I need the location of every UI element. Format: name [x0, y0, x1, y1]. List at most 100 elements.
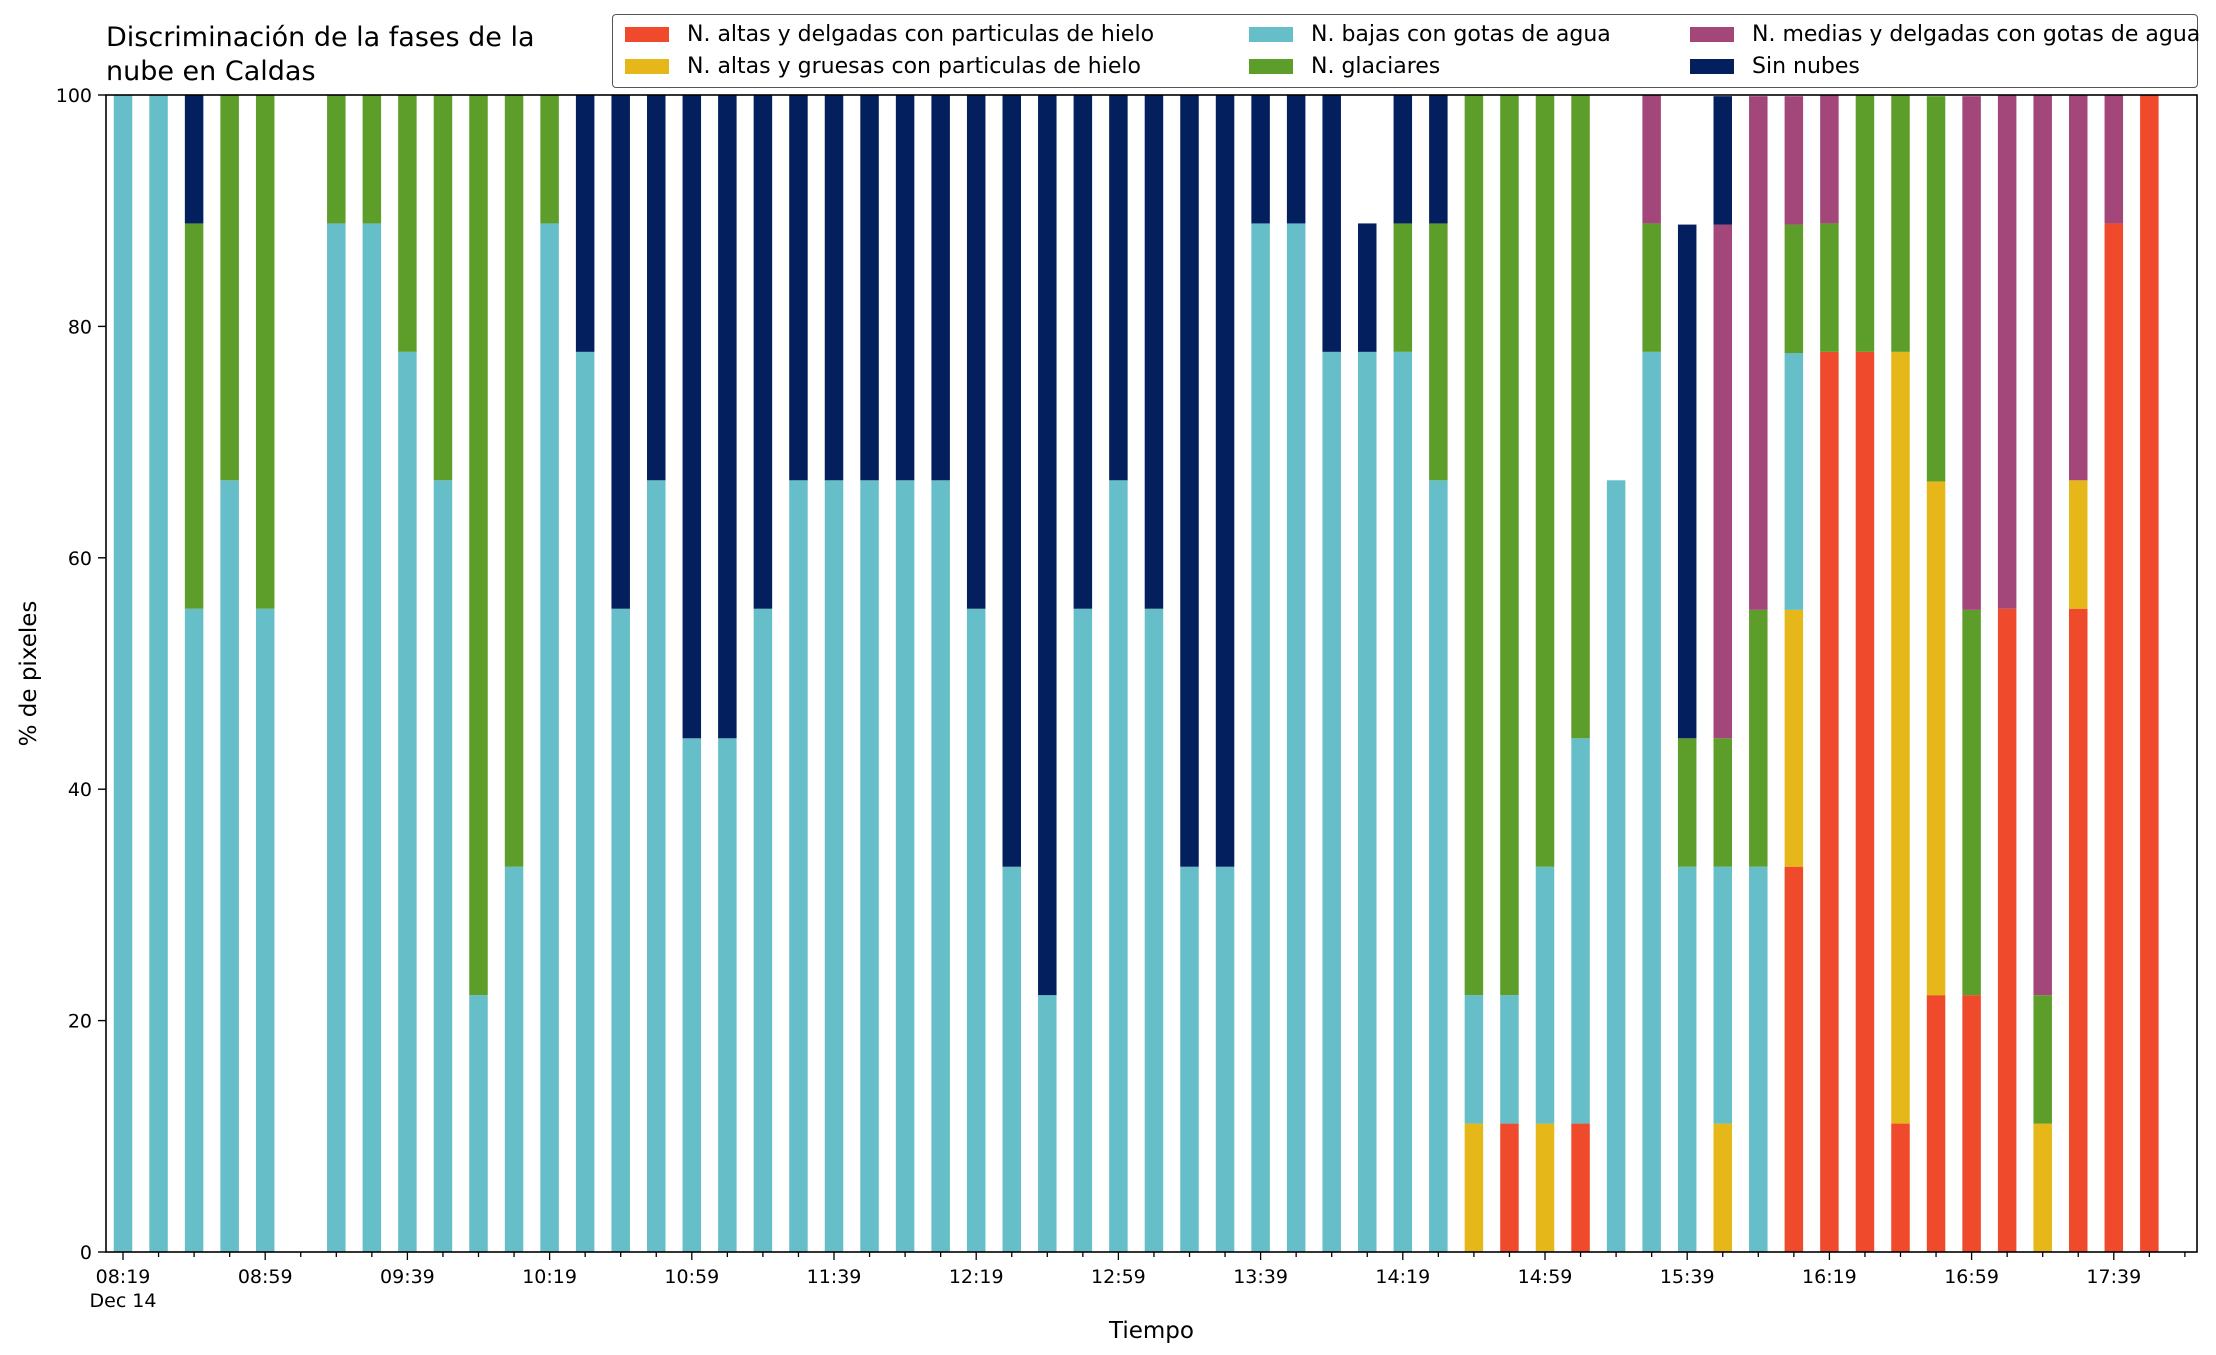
- y-tick-label: 100: [56, 85, 92, 107]
- legend-item: N. altas y delgadas con particulas de hi…: [625, 19, 1154, 49]
- bar-segment: [611, 95, 630, 609]
- bar-segment: [824, 95, 844, 481]
- bar-segment: [1962, 96, 1981, 610]
- bar-segment: [1535, 1123, 1555, 1252]
- x-tick-label: 11:39: [807, 1266, 862, 1288]
- bar-segment: [1713, 1123, 1732, 1252]
- bar-segment: [1500, 1123, 1519, 1252]
- bar-segment: [1500, 95, 1519, 996]
- bar-segment: [1038, 95, 1057, 996]
- bar-segment: [1038, 995, 1057, 1252]
- legend-item: N. glaciares: [1249, 51, 1440, 81]
- bar-segment: [2104, 95, 2124, 224]
- bar-segment: [1677, 224, 1697, 739]
- bar-segment: [966, 95, 986, 609]
- bar-segment: [1855, 95, 1875, 352]
- y-tick-label: 80: [68, 316, 92, 338]
- bar-segment: [1713, 96, 1732, 225]
- bar-segment: [540, 223, 559, 1253]
- bar-segment: [1571, 95, 1590, 739]
- bar-segment: [1144, 95, 1164, 609]
- legend-item: N. medias y delgadas con gotas de agua: [1690, 19, 2200, 49]
- bar-segment: [1642, 351, 1661, 1253]
- legend-swatch: [625, 26, 669, 42]
- legend-item: N. altas y gruesas con particulas de hie…: [625, 51, 1141, 81]
- bar-segment: [1677, 866, 1697, 1252]
- bar-segment: [2104, 223, 2124, 1253]
- legend-label: N. altas y gruesas con particulas de hie…: [687, 53, 1141, 79]
- bar-segment: [1891, 1123, 1910, 1252]
- legend-swatch: [1249, 58, 1293, 74]
- bar-segment: [1464, 95, 1484, 996]
- bar-segment: [1891, 351, 1910, 1124]
- bar-segment: [682, 95, 702, 739]
- bar-segment: [1820, 351, 1839, 1253]
- bar-segment: [1962, 995, 1981, 1252]
- bar-segment: [1251, 95, 1270, 224]
- bar-segment: [1713, 738, 1732, 867]
- bar-segment: [860, 480, 879, 1252]
- bar-segment: [2140, 95, 2159, 1252]
- bar-segment: [1997, 608, 2017, 1252]
- bar-segment: [647, 95, 666, 481]
- bar-segment: [789, 95, 808, 481]
- bar-segment: [1393, 351, 1413, 1253]
- legend-item: N. bajas con gotas de agua: [1249, 19, 1611, 49]
- bar-segment: [1784, 224, 1804, 354]
- bar-segment: [1109, 95, 1128, 481]
- bar-segment: [327, 95, 346, 224]
- bar-segment: [2069, 95, 2088, 481]
- bar-segment: [718, 95, 737, 739]
- bar-segment: [1820, 223, 1839, 352]
- chart-title-line-2: nube en Caldas: [106, 56, 316, 87]
- bar-segment: [753, 95, 773, 609]
- bar-segment: [1642, 223, 1661, 352]
- bar-segment: [575, 351, 595, 1253]
- bar-segment: [469, 995, 488, 1252]
- bar-segment: [1749, 96, 1768, 610]
- bar-segment: [1926, 96, 1946, 482]
- legend-label: Sin nubes: [1752, 53, 1860, 79]
- bar-segment: [1180, 95, 1199, 867]
- x-tick-label: 10:19: [522, 1266, 577, 1288]
- bar-segment: [398, 351, 417, 1253]
- bar-segment: [1109, 480, 1128, 1252]
- bar-segment: [1677, 738, 1697, 867]
- bar-segment: [1535, 95, 1555, 867]
- legend-swatch: [625, 58, 669, 74]
- bar-segment: [220, 95, 239, 481]
- bars-layer: [113, 95, 2159, 1253]
- bar-segment: [1002, 95, 1021, 867]
- bar-segment: [824, 480, 844, 1252]
- bar-segment: [1713, 866, 1732, 1124]
- bar-segment: [1358, 223, 1377, 352]
- bar-segment: [860, 95, 879, 481]
- x-tick-label: 10:59: [664, 1266, 719, 1288]
- bar-segment: [433, 95, 453, 481]
- bar-segment: [1784, 866, 1804, 1252]
- x-tick-label: 08:19: [96, 1266, 151, 1288]
- bar-segment: [184, 223, 204, 609]
- bar-segment: [255, 608, 275, 1252]
- bar-segment: [1784, 96, 1804, 225]
- y-axis-label: % de pixeles: [16, 601, 42, 747]
- bar-segment: [1286, 223, 1306, 1253]
- bar-segment: [2033, 95, 2052, 996]
- bar-segment: [1215, 95, 1235, 867]
- x-tick-label: 17:39: [2086, 1266, 2141, 1288]
- bar-segment: [895, 95, 915, 481]
- chart-title-line-1: Discriminación de la fases de la: [106, 22, 535, 53]
- bar-segment: [966, 608, 986, 1252]
- bar-segment: [1464, 995, 1484, 1124]
- bar-segment: [1749, 609, 1768, 867]
- legend-swatch: [1690, 26, 1734, 42]
- bar-segment: [1429, 223, 1448, 481]
- legend: N. altas y delgadas con particulas de hi…: [612, 14, 2200, 88]
- bar-segment: [362, 95, 382, 224]
- bar-segment: [184, 95, 204, 224]
- bar-segment: [504, 95, 524, 867]
- bar-segment: [931, 480, 950, 1252]
- bar-segment: [1926, 481, 1946, 996]
